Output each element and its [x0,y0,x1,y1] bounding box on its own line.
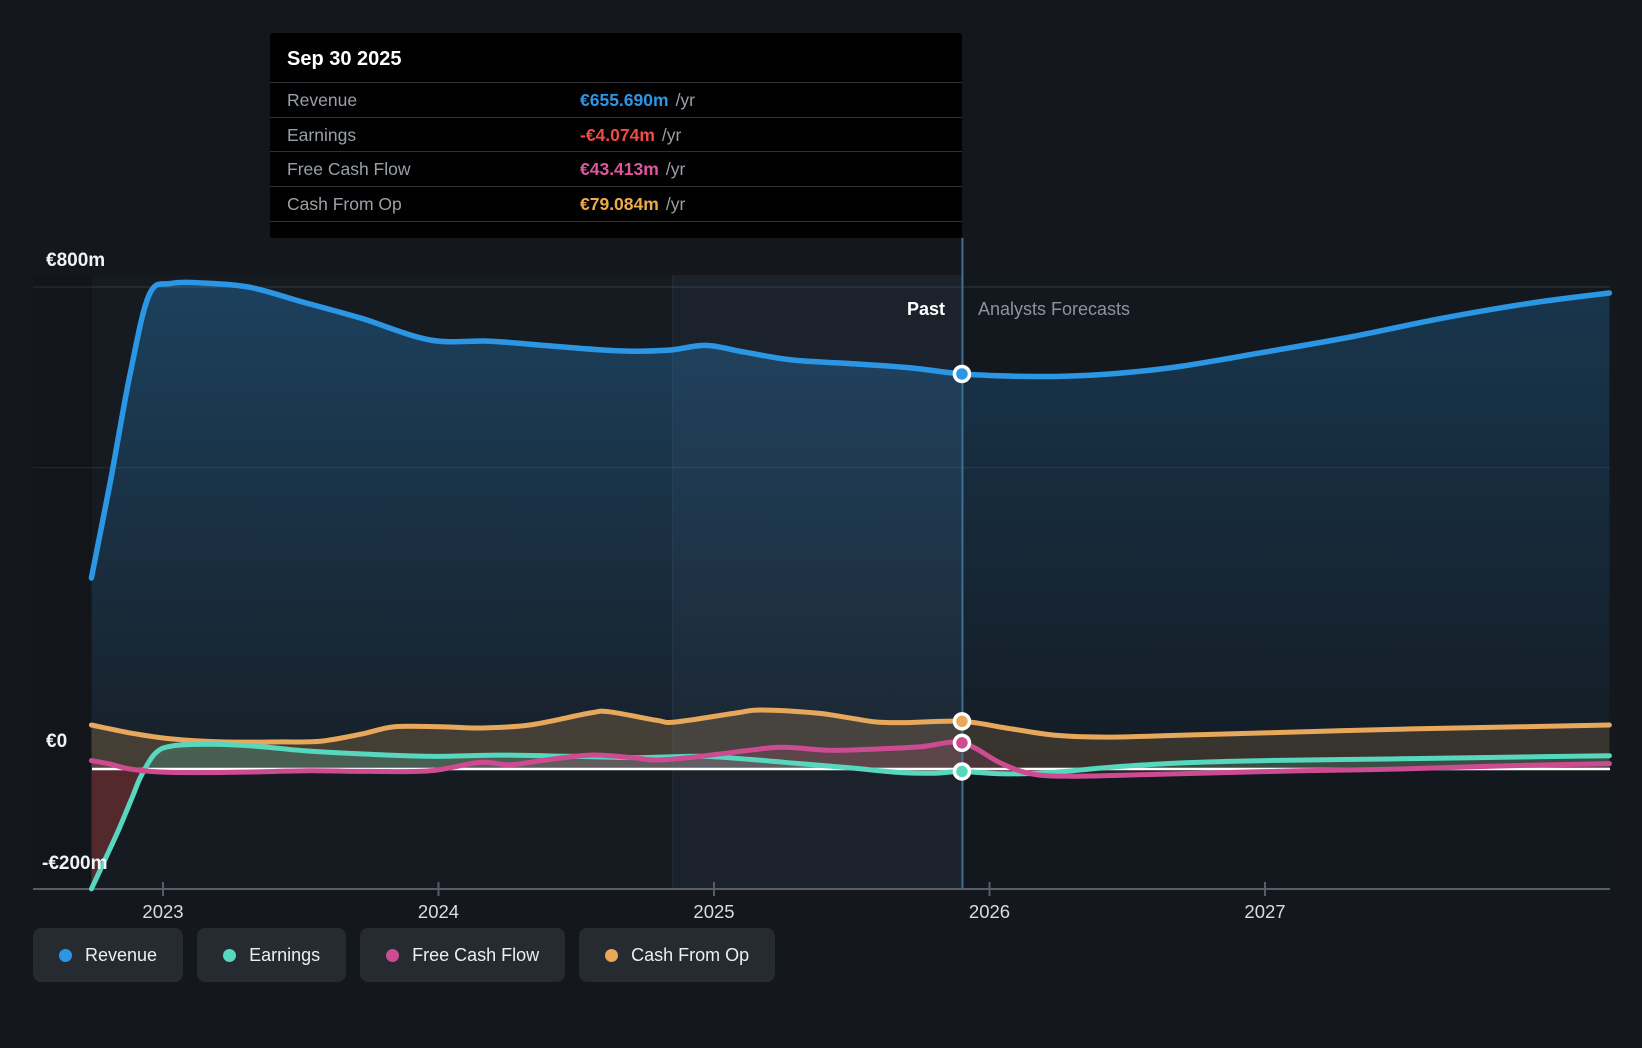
tooltip-date: Sep 30 2025 [270,33,962,83]
legend-label: Cash From Op [631,944,750,965]
free-cash-flow-color-dot [386,948,400,962]
legend-item-cash-from-op[interactable]: Cash From Op [579,928,776,982]
tooltip-value: €655.690m/yr [580,90,696,110]
x-axis-label-2025: 2025 [693,901,735,922]
legend-label: Revenue [85,944,158,965]
tooltip-unit: /yr [661,124,682,145]
x-axis-label-2024: 2024 [417,901,460,922]
tooltip-label: Earnings [287,124,357,145]
legend-item-earnings[interactable]: Earnings [197,928,347,982]
tooltip-unit: /yr [675,90,696,110]
legend-label: Free Cash Flow [412,944,540,965]
tooltip-unit: /yr [665,194,686,215]
tooltip-label: Revenue [287,90,358,110]
legend-item-free-cash-flow[interactable]: Free Cash Flow [360,928,566,982]
y-axis-label-neg200m: -€200m [42,853,108,874]
tooltip-unit: /yr [665,159,686,180]
earnings-color-dot [223,948,237,962]
cash-from-op-color-dot [605,948,619,962]
past-label: Past [906,299,945,319]
legend-label: Earnings [249,944,321,965]
revenue-color-dot [59,948,72,962]
tooltip-row-revenue: Revenue €655.690m/yr [270,83,962,118]
x-axis-label-2023: 2023 [142,901,184,922]
tooltip-row-cash-from-op: Cash From Op €79.084m/yr [270,187,962,222]
tooltip-value: €43.413m/yr [580,159,686,180]
tooltip-label: Free Cash Flow [287,159,411,180]
tooltip-label: Cash From Op [287,194,402,215]
tooltip-value: -€4.074m/yr [580,124,682,145]
x-axis-label-2027: 2027 [1244,901,1286,922]
x-axis-label-2026: 2026 [968,901,1011,922]
tooltip-row-earnings: Earnings -€4.074m/yr [270,118,962,153]
analysts-forecasts-label: Analysts Forecasts [978,299,1131,319]
chart-legend: Revenue Earnings Free Cash Flow Cash Fro… [33,928,776,982]
y-axis-label-zero: €0 [46,731,68,752]
chart-tooltip: Sep 30 2025 Revenue €655.690m/yr Earning… [270,33,962,238]
y-axis-label-800m: €800m [46,250,106,271]
tooltip-row-free-cash-flow: Free Cash Flow €43.413m/yr [270,152,962,188]
legend-item-revenue[interactable]: Revenue [33,928,184,982]
tooltip-value: €79.084m/yr [580,194,686,215]
